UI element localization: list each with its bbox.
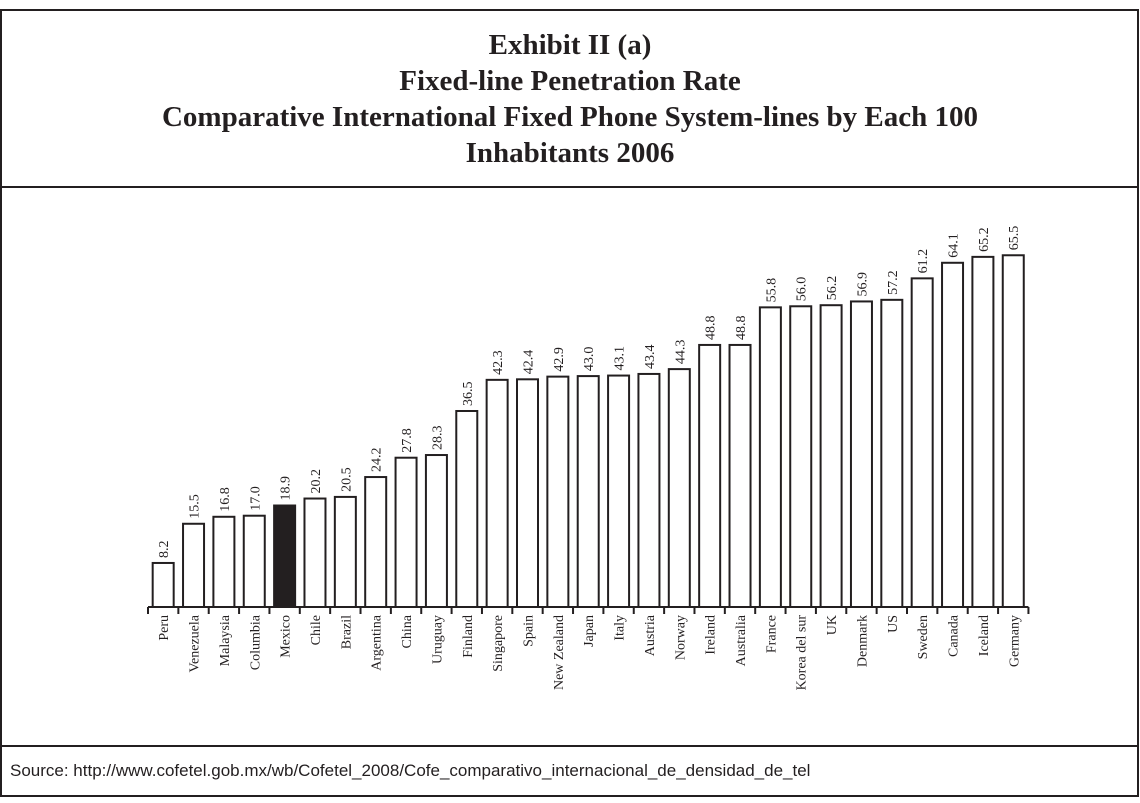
x-tick-label: China: [400, 614, 415, 648]
bar: [789, 305, 813, 608]
x-tick-label: Sweden: [916, 615, 931, 659]
bar: [819, 304, 843, 608]
value-label: 43.1: [613, 346, 628, 371]
chart-title: Fixed-line Penetration Rate: [399, 65, 741, 97]
value-label: 17.0: [248, 486, 263, 511]
bar: [758, 306, 782, 608]
value-label: 56.2: [825, 276, 840, 301]
x-tick-label: Brazil: [339, 615, 354, 649]
bar: [941, 261, 965, 608]
value-label: 64.1: [947, 233, 962, 258]
x-tick-label: Japan: [582, 615, 597, 647]
value-label: 61.2: [916, 249, 931, 274]
x-tick-label: Singapore: [491, 615, 506, 672]
x-tick-label: Italy: [613, 615, 628, 641]
value-label: 42.3: [491, 350, 506, 375]
bar: [880, 298, 904, 608]
bar: [485, 378, 509, 608]
bar: [273, 504, 297, 608]
value-label: 20.2: [309, 469, 324, 494]
x-tick-label: Norway: [673, 615, 688, 660]
bar: [212, 515, 236, 608]
bar: [728, 343, 752, 608]
value-label: 15.5: [188, 494, 203, 519]
x-tick-label: Finland: [461, 615, 476, 658]
value-label: 43.0: [582, 347, 597, 372]
x-tick-label: Denmark: [855, 615, 870, 667]
x-tick-label: Germany: [1007, 615, 1022, 667]
chart-title: Exhibit II (a): [489, 29, 652, 61]
value-label: 18.9: [279, 476, 294, 501]
bar: [576, 375, 600, 608]
value-label: 43.4: [643, 344, 658, 369]
x-tick-label: Canada: [947, 614, 962, 657]
bar: [455, 409, 479, 608]
x-tick-label: US: [886, 615, 901, 633]
x-tick-label: New Zealand: [552, 615, 567, 690]
x-tick-label: Uruguay: [430, 615, 445, 664]
x-tick-label: Argentina: [370, 614, 385, 671]
bar: [151, 561, 175, 609]
bar: [546, 375, 570, 609]
value-label: 28.3: [430, 426, 445, 451]
bar: [849, 300, 873, 608]
x-tick-label: France: [764, 615, 779, 653]
x-tick-label: Malaysia: [218, 614, 233, 666]
value-label: 24.2: [370, 448, 385, 473]
value-label: 16.8: [218, 487, 233, 512]
chart-title: Comparative International Fixed Phone Sy…: [162, 101, 978, 133]
bar: [516, 378, 539, 609]
value-label: 8.2: [157, 540, 172, 558]
x-tick-label: Mexico: [279, 615, 294, 658]
value-label: 48.8: [704, 315, 719, 340]
value-label: 65.2: [977, 227, 992, 252]
bar: [364, 476, 388, 608]
value-label: 55.8: [764, 278, 779, 303]
value-label: 42.9: [552, 347, 567, 372]
x-tick-label: Ireland: [704, 615, 719, 655]
x-tick-label: Peru: [157, 615, 172, 641]
bar: [910, 277, 934, 608]
value-label: 36.5: [461, 381, 476, 406]
value-label: 57.2: [886, 270, 901, 295]
value-label: 65.5: [1007, 226, 1022, 251]
chart-title: Inhabitants 2006: [466, 137, 675, 169]
x-tick-label: Columbia: [248, 614, 263, 670]
value-label: 48.8: [734, 315, 749, 340]
source: Source: http://www.cofetel.gob.mx/wb/Cof…: [10, 761, 810, 780]
value-label: 56.0: [795, 277, 810, 302]
bar: [1001, 254, 1025, 608]
bar: [394, 456, 418, 608]
bar: [333, 495, 357, 609]
bar: [698, 343, 722, 608]
x-tick-label: Korea del sur: [795, 615, 810, 691]
bar: [637, 372, 661, 608]
bar: [242, 514, 266, 609]
x-tick-label: Iceland: [977, 615, 992, 656]
bar: [303, 497, 327, 608]
bar: [424, 454, 448, 608]
bar: [182, 522, 206, 609]
bar: [667, 368, 691, 609]
frame: [0, 9, 1139, 797]
x-tick-label: Austria: [643, 614, 658, 656]
value-label: 44.3: [673, 340, 688, 365]
x-tick-label: Australia: [734, 614, 749, 666]
value-label: 56.9: [855, 272, 870, 297]
value-label: 27.8: [400, 428, 415, 453]
value-label: 20.5: [339, 467, 354, 492]
x-tick-label: Spain: [522, 615, 537, 647]
bar: [971, 255, 995, 608]
x-tick-label: Venezuela: [188, 614, 203, 672]
value-label: 42.4: [522, 350, 537, 375]
bar: [607, 374, 631, 609]
x-tick-label: UK: [825, 615, 840, 635]
x-tick-label: Chile: [309, 615, 324, 645]
